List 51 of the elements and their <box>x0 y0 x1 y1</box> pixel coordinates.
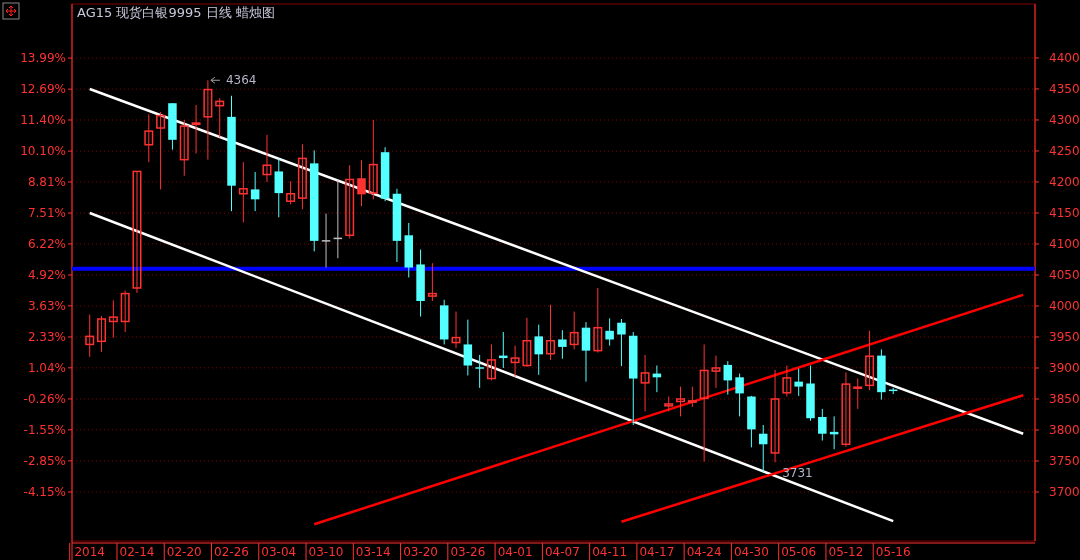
y-tick-label: -4.15% <box>23 484 66 499</box>
y-tick-label: 2.33% <box>27 329 66 344</box>
y2-tick-label: 4200 <box>1049 174 1080 189</box>
annotation: 3731 <box>782 465 813 480</box>
x-tick-label: 2014 <box>74 545 105 559</box>
x-tick-label: 04-01 <box>497 545 533 559</box>
x-tick-label: 05-16 <box>875 545 911 559</box>
y2-tick-label: 4050 <box>1049 267 1080 282</box>
y-tick-label: 8.81% <box>27 174 66 189</box>
x-tick-label: 05-06 <box>781 545 817 559</box>
x-tick-label: 04-07 <box>544 545 580 559</box>
y2-tick-label: 4150 <box>1049 205 1080 220</box>
y-tick-label: 3.63% <box>27 298 66 313</box>
x-tick-label: 04-30 <box>733 545 769 559</box>
x-tick-label: 03-14 <box>355 545 391 559</box>
y-tick-label: -0.26% <box>23 391 66 406</box>
y2-tick-label: 4000 <box>1049 298 1080 313</box>
x-tick-label: 04-17 <box>639 545 675 559</box>
x-tick-label: 03-04 <box>261 545 297 559</box>
y2-tick-label: 3750 <box>1049 454 1080 469</box>
x-tick-label: 02-14 <box>119 545 155 559</box>
y-tick-label: 7.51% <box>27 206 66 221</box>
y-tick-label: 10.10% <box>20 144 66 159</box>
y-tick-label: 1.04% <box>27 360 66 375</box>
y2-tick-label: 4300 <box>1049 112 1080 127</box>
chart-title: AG15 现货白银9995 日线 蜡烛图 <box>77 5 275 20</box>
y2-tick-label: 3950 <box>1049 329 1080 344</box>
x-tick-label: 05-12 <box>828 545 864 559</box>
y2-tick-label: 4400 <box>1049 50 1080 65</box>
x-tick-label: 02-26 <box>214 545 249 559</box>
x-tick-label: 02-20 <box>166 545 202 559</box>
y-tick-label: 12.69% <box>20 82 66 97</box>
y2-tick-label: 4250 <box>1049 143 1080 158</box>
y2-tick-label: 3850 <box>1049 392 1080 406</box>
x-tick-label: 04-11 <box>592 545 628 559</box>
y2-tick-label: 4100 <box>1049 236 1080 251</box>
y-tick-label: 13.99% <box>20 51 66 66</box>
y-tick-label: 11.40% <box>20 113 66 128</box>
y2-tick-label: 3800 <box>1049 423 1080 437</box>
y2-tick-label: 4350 <box>1049 81 1080 96</box>
y-tick-label: -2.85% <box>23 453 66 468</box>
x-tick-label: 04-24 <box>686 545 722 559</box>
x-tick-label: 03-10 <box>308 545 344 559</box>
x-tick-label: 03-26 <box>450 545 486 559</box>
y-tick-label: 4.92% <box>27 268 66 283</box>
annotation: 4364 <box>225 73 257 88</box>
y-tick-label: -1.55% <box>23 422 66 437</box>
y2-tick-label: 3700 <box>1049 485 1080 500</box>
x-tick-label: 03-20 <box>403 545 439 559</box>
y-tick-label: 6.22% <box>27 236 66 251</box>
y2-tick-label: 3900 <box>1049 360 1080 375</box>
